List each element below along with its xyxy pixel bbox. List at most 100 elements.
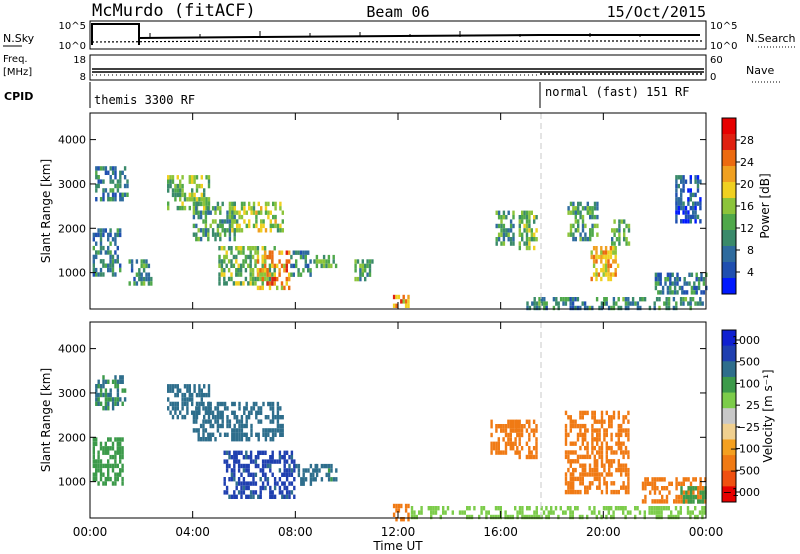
range-gate-cell	[116, 450, 119, 455]
range-gate-cell	[238, 406, 241, 411]
range-gate-cell	[192, 232, 196, 237]
range-gate-cell	[607, 259, 610, 264]
range-gate-cell	[507, 237, 510, 242]
range-gate-cell	[272, 223, 275, 229]
range-gate-cell	[281, 494, 284, 499]
range-gate-cell	[420, 506, 423, 511]
range-gate-cell	[309, 463, 313, 469]
range-gate-cell	[514, 428, 517, 433]
y-tick-label: 3000	[58, 387, 86, 400]
range-gate-cell	[572, 423, 575, 429]
range-gate-cell	[260, 206, 263, 211]
range-gate-cell	[523, 514, 526, 520]
range-gate-cell	[283, 481, 286, 486]
range-gate-cell	[604, 246, 608, 251]
range-gate-cell	[696, 301, 700, 306]
range-gate-cell	[641, 486, 645, 491]
range-gate-cell	[195, 419, 198, 424]
range-gate-cell	[135, 259, 139, 264]
range-gate-cell	[233, 219, 236, 224]
range-gate-cell	[183, 414, 187, 420]
range-gate-cell	[679, 301, 683, 306]
range-gate-cell	[518, 232, 521, 237]
range-gate-cell	[620, 450, 623, 455]
range-gate-cell	[99, 179, 103, 184]
range-gate-cell	[490, 446, 493, 451]
range-gate-cell	[615, 432, 618, 438]
range-gate-cell	[557, 305, 560, 311]
range-gate-cell	[461, 510, 464, 515]
range-gate-cell	[569, 201, 573, 207]
range-gate-cell	[680, 219, 683, 224]
range-gate-cell	[188, 397, 191, 402]
range-gate-cell	[673, 285, 677, 291]
range-gate-cell	[627, 485, 630, 490]
range-gate-cell	[214, 415, 217, 420]
range-gate-cell	[276, 276, 279, 282]
range-gate-cell	[538, 301, 541, 306]
range-gate-cell	[528, 219, 531, 224]
range-gate-cell	[167, 201, 170, 206]
range-gate-cell	[273, 481, 277, 486]
range-gate-cell	[188, 392, 191, 398]
range-gate-cell	[591, 432, 594, 438]
range-gate-cell	[545, 301, 548, 306]
range-gate-cell	[235, 268, 238, 273]
range-gate-cell	[290, 263, 293, 269]
range-gate-cell	[495, 424, 498, 429]
range-gate-cell	[666, 272, 670, 277]
range-gate-cell	[102, 188, 105, 193]
range-gate-cell	[259, 494, 262, 499]
range-gate-cell	[300, 481, 303, 486]
range-gate-cell	[622, 454, 625, 460]
range-gate-cell	[267, 401, 270, 407]
range-gate-cell	[121, 454, 124, 460]
range-gate-cell	[259, 450, 262, 455]
range-gate-cell	[267, 210, 270, 215]
range-gate-cell	[687, 301, 690, 306]
range-gate-cell	[309, 472, 313, 478]
range-gate-cell	[256, 259, 260, 264]
range-gate-cell	[584, 485, 587, 490]
range-gate-cell	[109, 446, 112, 451]
range-gate-cell	[202, 437, 205, 442]
range-gate-cell	[99, 237, 103, 242]
nave-tick-top: 60	[710, 55, 723, 66]
range-gate-cell	[242, 463, 246, 469]
range-gate-cell	[195, 201, 198, 207]
range-gate-cell	[204, 210, 208, 215]
range-gate-cell	[567, 232, 570, 237]
range-gate-cell	[251, 272, 255, 277]
range-gate-cell	[442, 506, 445, 511]
range-gate-cell	[682, 183, 685, 189]
range-gate-cell	[107, 263, 110, 268]
range-gate-cell	[613, 232, 616, 237]
range-gate-cell	[653, 301, 656, 306]
range-gate-cell	[283, 468, 286, 473]
range-gate-cell	[615, 228, 619, 233]
range-gate-cell	[532, 454, 536, 460]
range-gate-cell	[588, 463, 592, 468]
range-gate-cell	[297, 272, 300, 277]
range-gate-cell	[413, 514, 416, 520]
range-gate-cell	[195, 428, 198, 433]
range-gate-cell	[281, 228, 284, 233]
range-gate-cell	[102, 375, 105, 380]
range-gate-cell	[610, 506, 613, 511]
range-gate-cell	[332, 254, 335, 260]
range-gate-cell	[191, 410, 194, 415]
range-gate-cell	[288, 272, 291, 277]
range-gate-cell	[191, 401, 194, 407]
range-gate-cell	[179, 205, 182, 211]
range-gate-cell	[598, 472, 601, 477]
range-gate-cell	[644, 494, 647, 500]
range-gate-cell	[171, 401, 175, 407]
range-gate-cell	[309, 268, 312, 273]
range-gate-cell	[304, 263, 307, 269]
range-gate-cell	[209, 406, 212, 411]
range-gate-cell	[620, 432, 623, 438]
range-gate-cell	[197, 410, 200, 415]
range-gate-cell	[269, 463, 272, 469]
range-gate-cell	[302, 468, 305, 473]
range-gate-cell	[228, 201, 232, 207]
